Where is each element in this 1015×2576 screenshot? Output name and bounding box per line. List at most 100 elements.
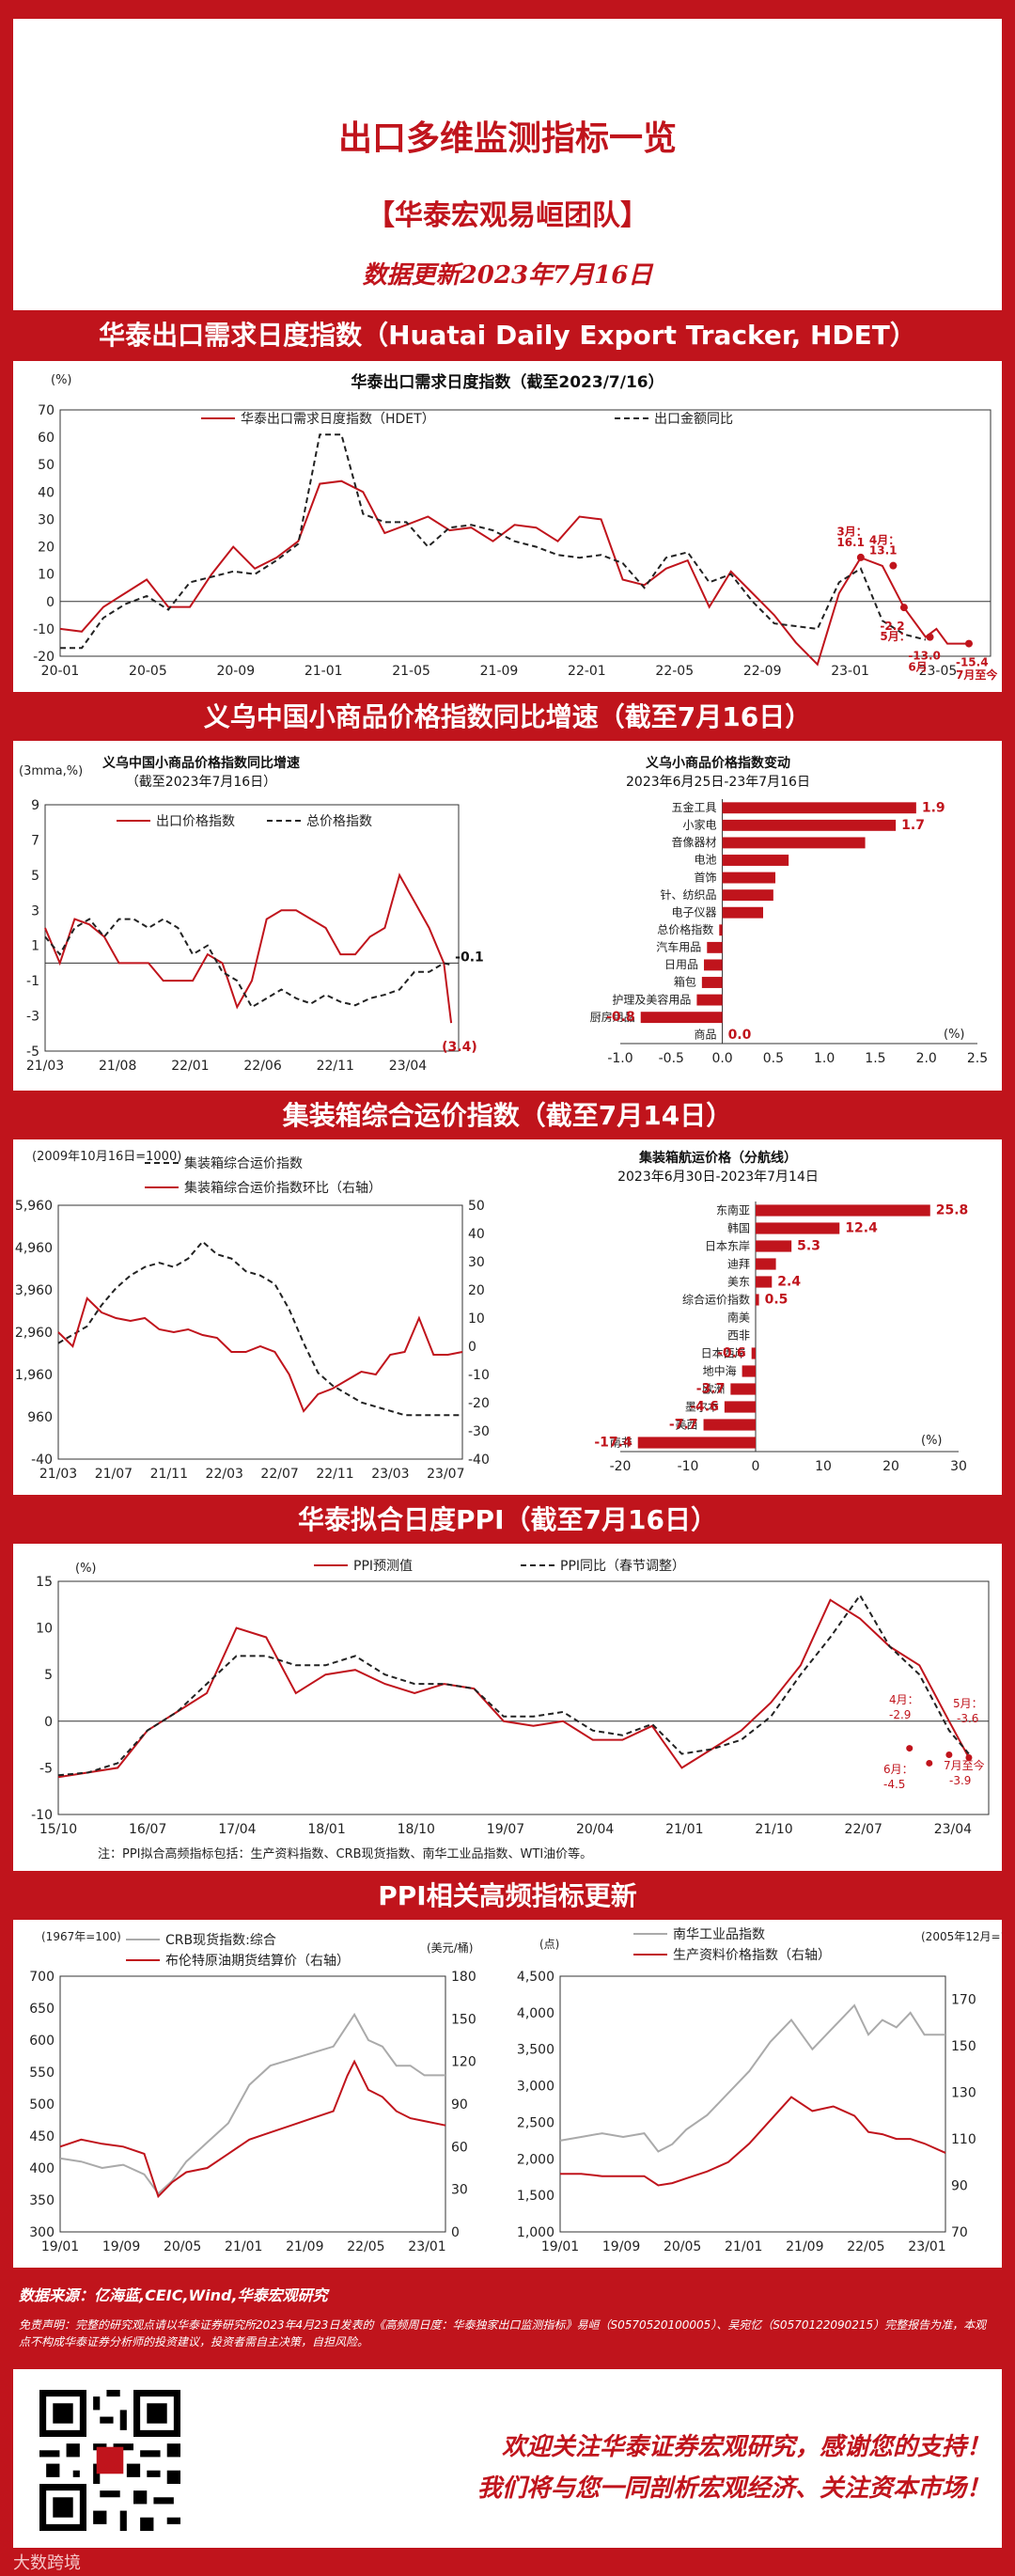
bar-value-label: 12.4: [845, 1221, 878, 1236]
bar: [703, 1419, 756, 1431]
x-tick-label: -20: [610, 1459, 632, 1474]
x-tick-label: 20/04: [576, 1822, 614, 1837]
y-tick-label: 1,500: [517, 2189, 554, 2204]
annotation: -2.2: [880, 620, 904, 633]
x-tick-label: 1.5: [865, 1051, 885, 1066]
section-title-scfi: 集装箱综合运价指数（截至7月14日）: [282, 1100, 733, 1131]
x-tick-label: 21/10: [755, 1822, 792, 1837]
x-tick-label: -0.5: [659, 1051, 684, 1066]
bar-category-label: 墨尔本: [685, 1399, 719, 1413]
x-tick-label: 21/03: [39, 1467, 77, 1482]
bar-value-label: 1.9: [922, 800, 945, 815]
annotation: -4.5: [883, 1778, 905, 1791]
x-tick-label: 17/04: [218, 1822, 256, 1837]
y-tick-label: 300: [29, 2225, 55, 2240]
x-axis-label: (%): [921, 1434, 943, 1448]
x-tick-label: 2.0: [916, 1051, 937, 1066]
y-axis-label: (1967年=100): [41, 1930, 121, 1943]
y-right-tick-label: 150: [951, 2039, 976, 2054]
x-tick-label: 20-09: [216, 664, 255, 679]
ppi-panel: (%) PPI预测值 PPI同比（春节调整） -10 -5 0 5 10 15 15/10 16/0…: [13, 1544, 1002, 1871]
y-tick-label: 40: [38, 485, 55, 500]
annotation: 4月：: [889, 1693, 919, 1706]
y-tick-label: -1: [26, 974, 39, 989]
x-tick-label: 21/03: [26, 1059, 64, 1074]
slogan-2: 我们将与您一同剖析宏观经济、关注资本市场！: [476, 2474, 991, 2503]
x-tick-label: 23/03: [371, 1467, 409, 1482]
bar: [707, 941, 723, 953]
y-tick-label: 960: [27, 1410, 53, 1425]
bar-chart-subtitle: 2023年6月30日-2023年7月14日: [617, 1170, 819, 1185]
marker-point: [926, 1759, 933, 1767]
x-tick-label: 21/07: [95, 1467, 133, 1482]
x-tick-label: 16/07: [129, 1822, 166, 1837]
bar: [722, 889, 773, 902]
qr-code-icon[interactable]: [39, 2390, 180, 2531]
y-tick-label: -5: [39, 1761, 53, 1776]
bar: [756, 1276, 773, 1288]
y-tick-label: 60: [38, 431, 55, 446]
highfreq-charts: (1967年=100) (美元/桶) CRB现货指数:综合布伦特原油期货结算价（右轴…: [29, 1927, 1015, 2254]
bar-category-label: 针、纺织品: [661, 887, 717, 902]
x-tick-label: 19/09: [602, 2239, 640, 2254]
y-tick-label: 4,000: [517, 2006, 554, 2021]
x-tick-label: 20-01: [41, 664, 80, 679]
y-tick-label: 70: [38, 403, 55, 418]
series-line-0: [44, 872, 453, 1024]
bar-category-label: 欧洲: [702, 1382, 725, 1395]
yiwu-panel: 义乌中国小商品价格指数同比增速 （截至2023年7月16日） (3mma,%) 出口价…: [13, 741, 1002, 1091]
bar-category-label: 南非: [610, 1435, 632, 1449]
bar-value-label: -4.6: [690, 1400, 719, 1415]
data-source: 数据来源：亿海蓝,CEIC,Wind,华泰宏观研究: [19, 2286, 328, 2304]
y-axis-label-2: (点): [539, 1938, 559, 1951]
y-tick-label: -5: [26, 1045, 39, 1060]
bar: [722, 872, 776, 884]
y-tick-label: 3,000: [517, 2080, 554, 2095]
bar-category-label: 汽车用品: [656, 940, 701, 954]
legend-label: 生产资料价格指数（右轴）: [673, 1948, 831, 1963]
bar-value-label: -7.7: [669, 1418, 698, 1433]
series-line-0: [59, 2012, 445, 2195]
scfi-panel: (2009年10月16日=1000) 集装箱综合运价指数 集装箱综合运价指数环比（右…: [13, 1139, 1002, 1495]
y-tick-label: 15: [36, 1575, 53, 1590]
watermark: 大数跨境: [13, 2553, 81, 2573]
y-right-axis-label: (美元/桶): [427, 1940, 473, 1955]
y-axis-label: (%): [75, 1562, 97, 1576]
legend-label: PPI同比（春节调整）: [560, 1559, 685, 1574]
series-line-1: [59, 2059, 446, 2199]
y-tick-label: -40: [31, 1453, 53, 1468]
bar: [722, 837, 866, 849]
series-line-1: [57, 1594, 970, 1777]
y-tick-label: 3,960: [15, 1283, 53, 1298]
x-tick-label: 19/07: [487, 1822, 524, 1837]
plot-frame: [59, 409, 992, 657]
legend-label: CRB现货指数:综合: [165, 1932, 276, 1948]
annotation: -3.9: [949, 1774, 971, 1787]
y-right-tick-label: 170: [951, 1993, 976, 2008]
y-tick-label: 5,960: [15, 1199, 53, 1214]
y-tick-label: 5: [44, 1668, 53, 1683]
bar-category-label: 西非: [727, 1328, 750, 1342]
y-tick-label: 0: [44, 1715, 53, 1730]
y-tick-label: -10: [33, 622, 55, 637]
bar: [724, 1401, 756, 1413]
bar-value-label: -0.6: [717, 1346, 746, 1361]
annotation: 13.1: [869, 544, 898, 558]
bar: [722, 819, 897, 831]
x-tick-label: 22/06: [243, 1059, 281, 1074]
bar: [704, 959, 723, 971]
legend-label: 集装箱综合运价指数: [184, 1155, 303, 1171]
x-tick-label: -10: [678, 1459, 699, 1474]
x-tick-label: 22/07: [260, 1467, 298, 1482]
bar-category-label: 电池: [695, 854, 717, 867]
y-tick-label: 50: [38, 458, 55, 473]
bar-category-label: 地中海: [703, 1363, 737, 1377]
y-tick-label: 550: [29, 2066, 55, 2081]
bar-category-label: 东南亚: [716, 1202, 750, 1217]
x-tick-label: 20/05: [664, 2239, 701, 2254]
legend-label: PPI预测值: [353, 1559, 413, 1574]
x-tick-label: 18/10: [398, 1822, 435, 1837]
bar-value-label: 0.5: [765, 1293, 789, 1308]
y-tick-label: 3,500: [517, 2043, 554, 2058]
bottom-panel: 欢迎关注华泰证券宏观研究，感谢您的支持！ 我们将与您一同剖析宏观经济、关注资本市…: [13, 2369, 1002, 2548]
